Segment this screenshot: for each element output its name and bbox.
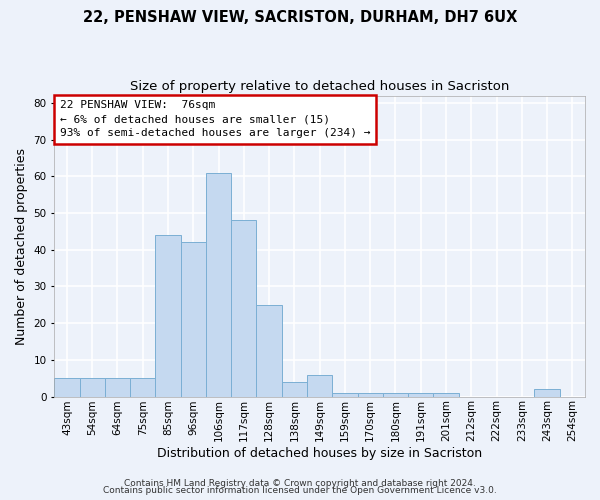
Bar [181, 242, 206, 396]
Bar [535, 389, 560, 396]
Bar [332, 393, 358, 396]
Bar [256, 305, 282, 396]
Bar [307, 374, 332, 396]
Bar [408, 393, 433, 396]
Bar [105, 378, 130, 396]
Bar [206, 172, 231, 396]
Bar [130, 378, 155, 396]
Title: Size of property relative to detached houses in Sacriston: Size of property relative to detached ho… [130, 80, 509, 93]
Bar [155, 235, 181, 396]
X-axis label: Distribution of detached houses by size in Sacriston: Distribution of detached houses by size … [157, 447, 482, 460]
Bar [80, 378, 105, 396]
Text: 22 PENSHAW VIEW:  76sqm
← 6% of detached houses are smaller (15)
93% of semi-det: 22 PENSHAW VIEW: 76sqm ← 6% of detached … [59, 100, 370, 138]
Bar [55, 378, 80, 396]
Bar [383, 393, 408, 396]
Bar [231, 220, 256, 396]
Y-axis label: Number of detached properties: Number of detached properties [15, 148, 28, 344]
Bar [433, 393, 458, 396]
Text: 22, PENSHAW VIEW, SACRISTON, DURHAM, DH7 6UX: 22, PENSHAW VIEW, SACRISTON, DURHAM, DH7… [83, 10, 517, 25]
Text: Contains public sector information licensed under the Open Government Licence v3: Contains public sector information licen… [103, 486, 497, 495]
Bar [358, 393, 383, 396]
Bar [282, 382, 307, 396]
Text: Contains HM Land Registry data © Crown copyright and database right 2024.: Contains HM Land Registry data © Crown c… [124, 478, 476, 488]
